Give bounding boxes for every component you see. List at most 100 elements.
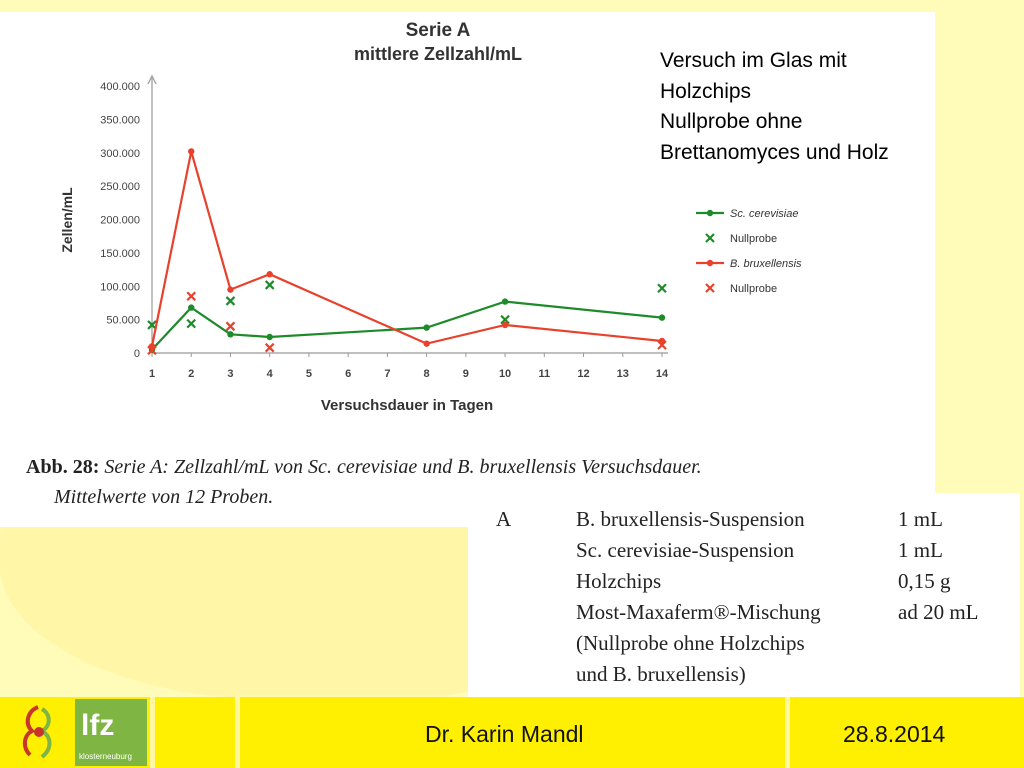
recipe-cell: und B. bruxellensis)	[576, 662, 746, 686]
x-tick-label: 3	[227, 368, 233, 380]
y-tick-label: 350.000	[100, 114, 140, 126]
y-axis-arrow	[147, 74, 157, 85]
y-tick-label: 300.000	[100, 148, 140, 160]
note-line: Brettanomyces und Holz	[660, 140, 889, 164]
data-point	[657, 283, 667, 294]
legend-entry: Nullprobe	[730, 233, 777, 245]
recipe-cell: 1 mL	[898, 507, 943, 531]
y-tick-label: 50.000	[106, 315, 140, 327]
note-line: Nullprobe ohne	[660, 110, 803, 133]
author-name: Dr. Karin Mandl	[425, 721, 584, 747]
x-axis-label: Versuchsdauer in Tagen	[321, 397, 493, 414]
recipe-cell	[898, 628, 978, 659]
data-point	[227, 286, 234, 293]
data-point	[266, 271, 273, 278]
y-tick-label: 200.000	[100, 215, 140, 227]
table-row: (Nullprobe ohne Holzchips	[496, 628, 978, 659]
recipe-cell: ad 20 mL	[898, 600, 979, 624]
data-point	[658, 314, 666, 321]
data-point	[186, 318, 197, 329]
table-row: und B. bruxellensis)	[496, 659, 978, 690]
data-point	[264, 342, 275, 353]
x-ticks: 1 2 3 4 5 6 7 8 9 10 11 12 13 14	[149, 353, 669, 380]
x-tick-label: 10	[499, 368, 511, 380]
recipe-cell: Most-Maxaferm®-Mischung	[576, 600, 821, 624]
caption-line-1: Serie A: Zellzahl/mL von Sc. cerevisiae …	[104, 456, 702, 478]
y-ticks: 0 50.000 100.000 150.000 200.000 250.000 300.0…	[100, 81, 140, 360]
x-tick-label: 8	[424, 368, 430, 380]
table-row: Sc. cerevisiae-Suspension 1 mL	[496, 535, 978, 566]
footer-bar: lfz klosterneuburg Dr. Karin Mandl 28.8.…	[0, 697, 1024, 768]
caption-label: Abb. 28:	[26, 456, 100, 478]
data-point	[264, 280, 275, 290]
recipe-cell: A	[496, 507, 512, 531]
data-point	[225, 296, 236, 306]
x-tick-label: 13	[617, 368, 629, 380]
y-tick-label: 150.000	[100, 248, 140, 260]
data-point	[266, 333, 273, 341]
x-tick-label: 12	[577, 368, 589, 380]
table-row: A B. bruxellensis-Suspension 1 mL	[496, 504, 978, 535]
legend-entry: Nullprobe	[730, 283, 777, 295]
x-tick-label: 14	[656, 368, 669, 380]
x-tick-label: 2	[188, 368, 194, 380]
data-point	[423, 340, 430, 347]
experiment-note: Versuch im Glas mit Holzchips Nullprobe …	[660, 46, 889, 168]
y-axis-label: Zellen/mL	[59, 187, 75, 253]
data-point	[500, 314, 510, 325]
logo-subtext: klosterneuburg	[79, 752, 132, 761]
y-tick-label: 250.000	[100, 181, 140, 193]
legend-entry: Sc. cerevisiae	[730, 208, 798, 220]
y-tick-label: 0	[134, 348, 140, 360]
legend-swatch-point	[706, 209, 714, 217]
x-tick-label: 7	[384, 368, 390, 380]
chart: Serie A mittlere Zellzahl/mL Zellen/mL V…	[59, 20, 802, 414]
recipe-cell: 1 mL	[898, 538, 943, 562]
data-point	[501, 298, 509, 305]
legend-swatch	[705, 233, 715, 243]
chart-subtitle: mittlere Zellzahl/mL	[354, 44, 522, 64]
data-point	[188, 148, 195, 155]
x-tick-label: 9	[463, 368, 469, 380]
recipe-cell	[496, 566, 576, 597]
series-1	[147, 280, 667, 330]
series-2	[148, 148, 666, 350]
logo-text: lfz	[81, 709, 115, 742]
data-point	[225, 321, 236, 332]
recipe-cell: (Nullprobe ohne Holzchips	[576, 631, 805, 655]
table-row: Most-Maxaferm®-Mischung ad 20 mL	[496, 597, 978, 628]
recipe-cell	[496, 628, 576, 659]
y-tick-label: 100.000	[100, 281, 140, 293]
footer-divider	[785, 697, 790, 768]
note-line: Holzchips	[660, 79, 752, 103]
recipe-cell	[496, 535, 576, 566]
recipe-cell: B. bruxellensis-Suspension	[576, 507, 805, 531]
recipe-table: A B. bruxellensis-Suspension 1 mL Sc. cere…	[496, 504, 978, 690]
chart-series	[147, 148, 667, 356]
x-tick-label: 11	[538, 368, 550, 380]
data-point	[147, 345, 157, 356]
series-line	[150, 151, 663, 347]
x-tick-label: 1	[149, 368, 155, 380]
series-0	[148, 298, 666, 353]
chart-panel	[0, 12, 935, 527]
lfz-logo: lfz klosterneuburg	[75, 699, 147, 766]
data-point	[423, 324, 430, 331]
y-tick-label: 400.000	[100, 81, 140, 93]
chart-title: Serie A	[406, 20, 471, 41]
recipe-cell: Holzchips	[576, 569, 662, 593]
legend-swatch-point	[706, 259, 714, 267]
data-point	[501, 321, 509, 329]
note-line: Versuch im Glas mit	[660, 49, 847, 72]
recipe-panel: A B. bruxellensis-Suspension 1 mL Sc. cere…	[468, 493, 1020, 700]
chart-axes	[147, 74, 668, 354]
x-tick-label: 4	[267, 368, 274, 380]
footer-divider	[235, 697, 240, 768]
data-point	[657, 340, 667, 350]
data-point	[188, 304, 195, 311]
data-point	[227, 331, 234, 338]
table-row: Holzchips 0,15 g	[496, 566, 978, 597]
recipe-cell: 0,15 g	[898, 569, 951, 593]
recipe-cell	[496, 659, 576, 690]
data-point	[186, 291, 197, 302]
